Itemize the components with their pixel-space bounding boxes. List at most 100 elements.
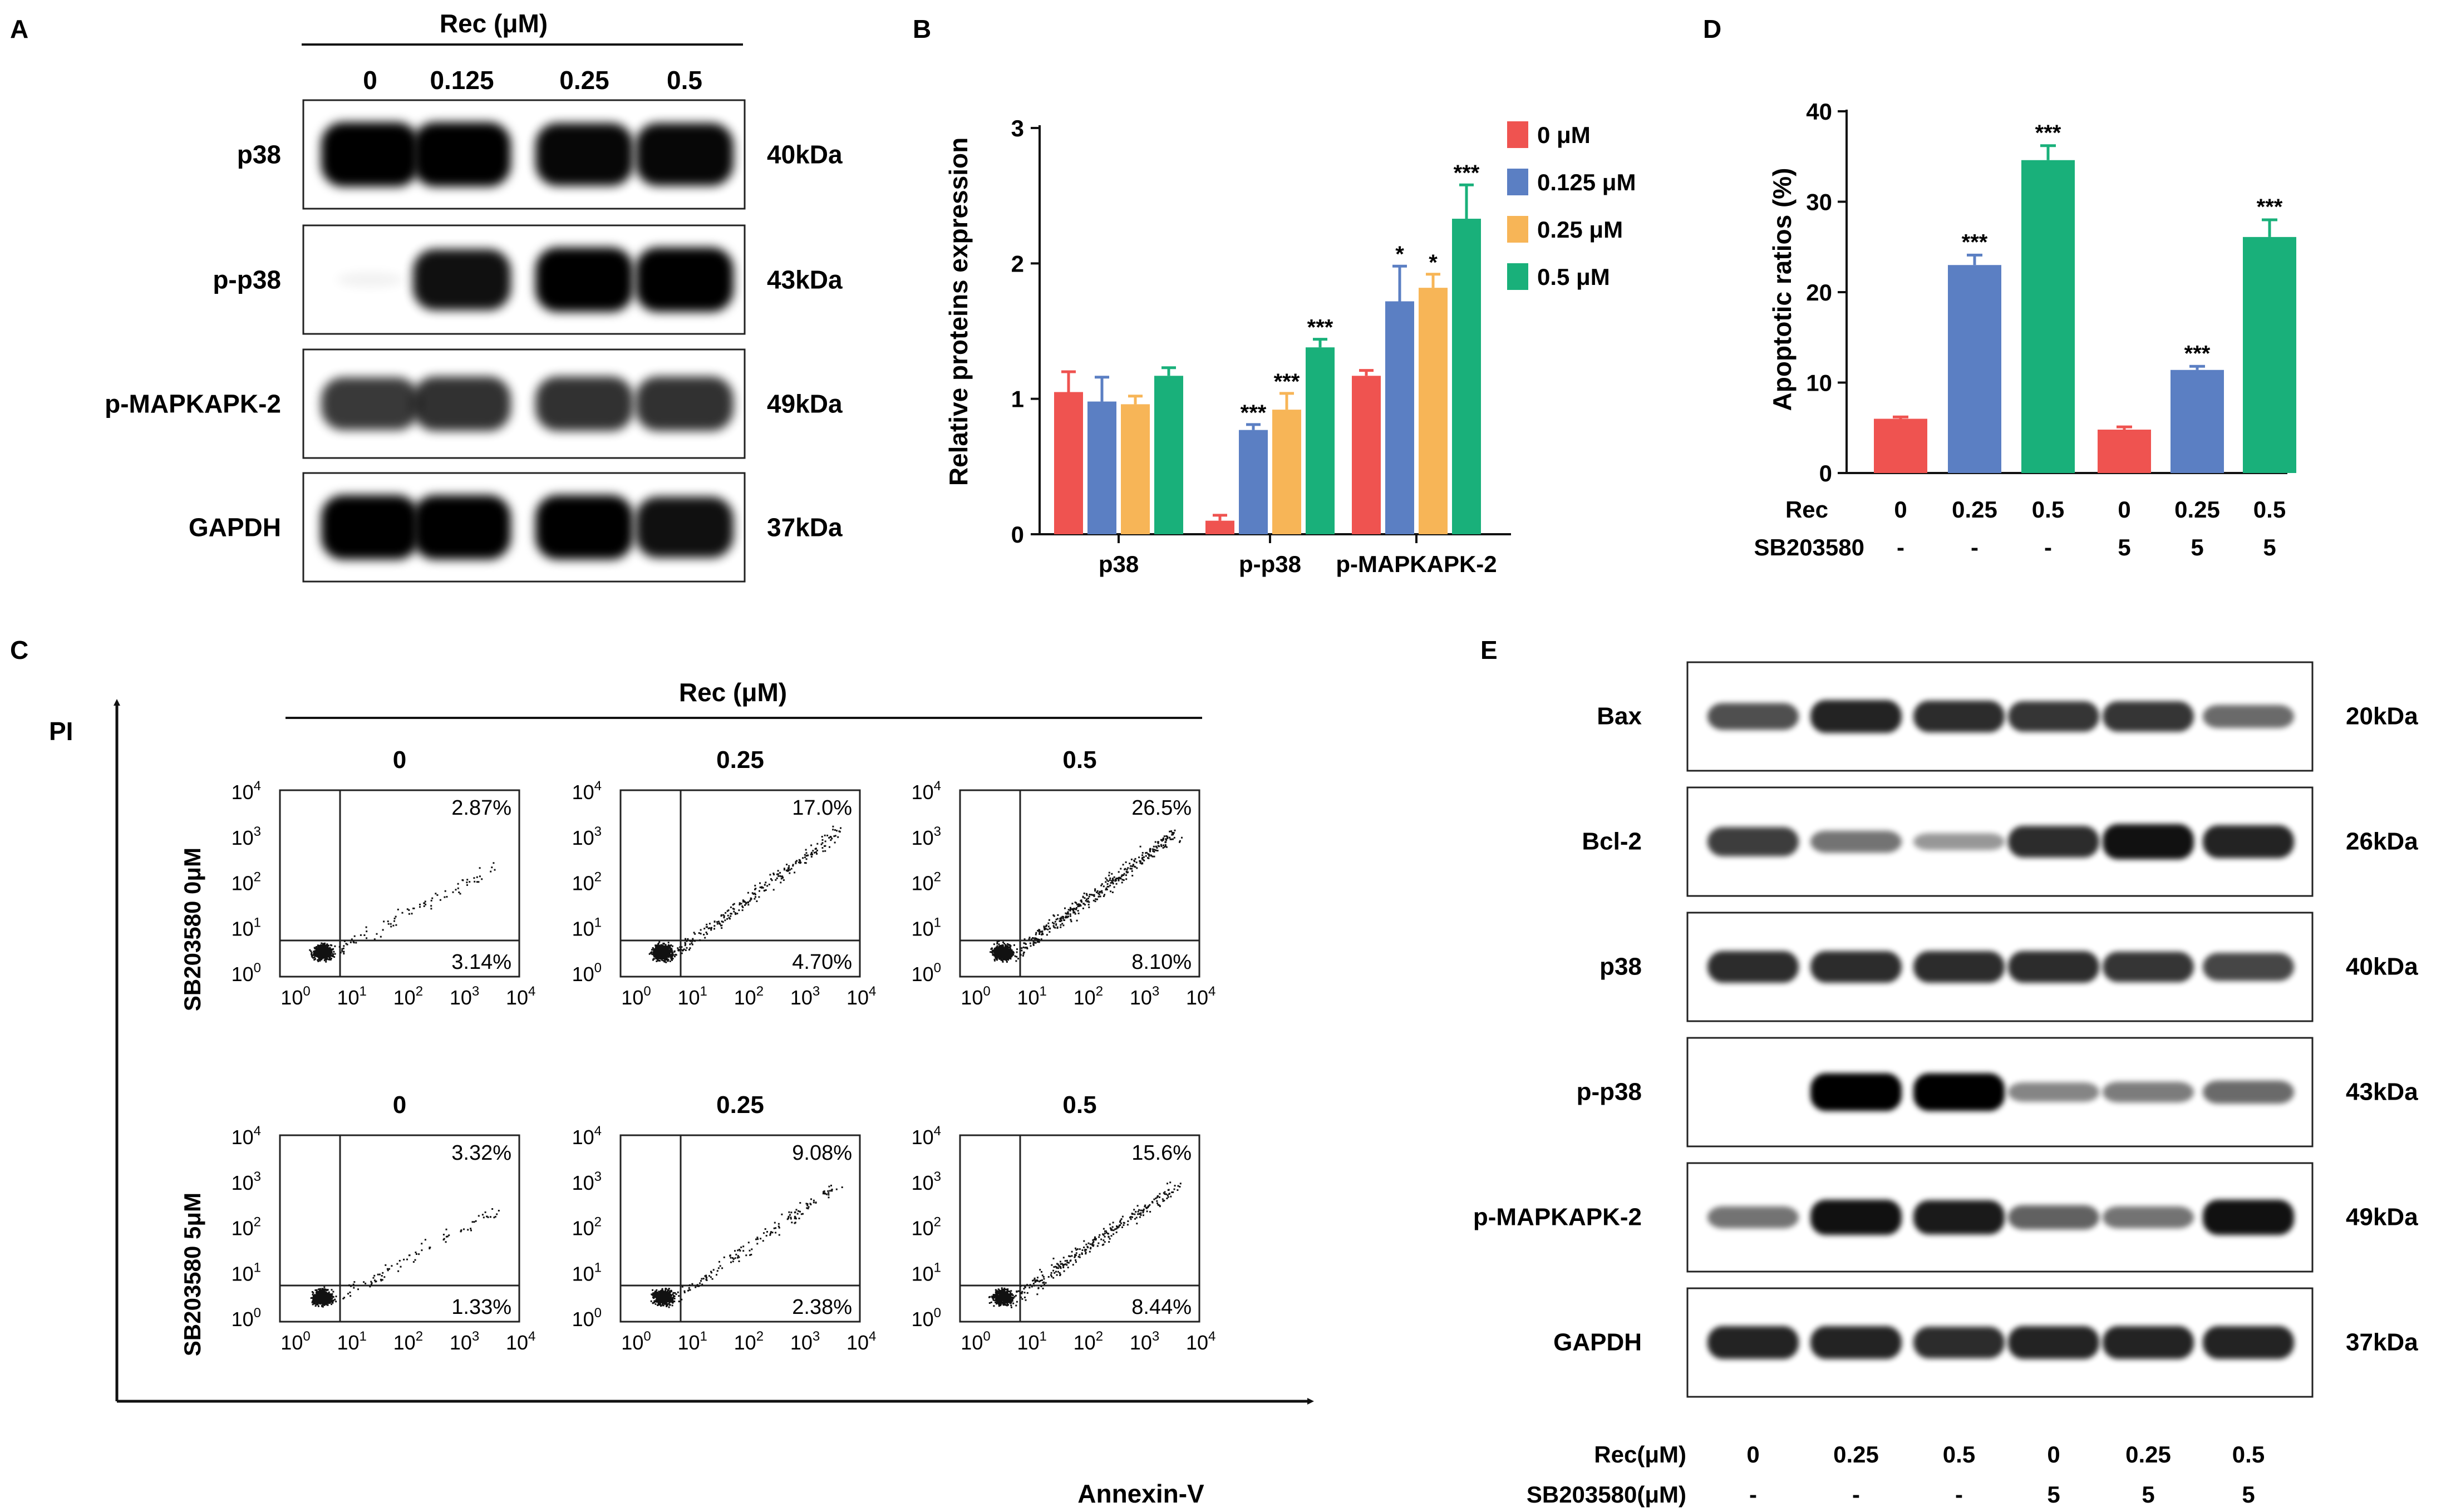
panel-e-row-0: Bax 20kDa (1597, 661, 2418, 772)
panel-d-rec-2: 0.5 (2032, 496, 2064, 523)
flow-plot-xtick-4-2: 102 (734, 1329, 764, 1354)
flow-plot-ytick-0-1: 101 (232, 915, 261, 940)
flow-plot-events-3 (310, 1208, 500, 1308)
band (1707, 703, 1799, 730)
flow-plot-xtick-1-1: 101 (677, 984, 707, 1009)
panel-b-sig-1-1: *** (1241, 401, 1267, 425)
flow-plot-col-label-1: 0.25 (716, 746, 764, 774)
flow-plot-lr-2: 8.10% (1131, 950, 1192, 974)
flow-plot-xtick-5-0: 100 (961, 1329, 990, 1354)
flow-plot-events-4 (650, 1184, 843, 1308)
flow-plot-ytick-0-4: 104 (232, 779, 261, 804)
flow-plot-ytick-3-1: 101 (232, 1260, 261, 1285)
flow-plot-ytick-5-3: 103 (912, 1169, 941, 1194)
flow-plot-ytick-4-3: 103 (572, 1169, 602, 1194)
panel-b-category-1: p-p38 (1239, 551, 1301, 577)
band (1810, 951, 1902, 983)
panel-e-rec-5: 0.5 (2232, 1441, 2265, 1467)
panel-b-bar-2-3 (1452, 219, 1481, 534)
band (2008, 951, 2099, 983)
flow-plot-ytick-5-2: 102 (912, 1215, 941, 1240)
panel-e-label-4: p-MAPKAPK-2 (1473, 1204, 1642, 1231)
flow-plot-ur-2: 26.5% (1131, 796, 1192, 820)
flow-plot-xtick-2-3: 103 (1130, 984, 1159, 1009)
panel-d-sb-0: - (1897, 534, 1904, 560)
band (636, 376, 734, 431)
panel-b-bar-0-1 (1087, 401, 1116, 534)
flow-plot-xtick-3-0: 100 (280, 1329, 310, 1354)
flow-plot-xtick-3-1: 101 (337, 1329, 366, 1354)
flow-plot-xtick-4-0: 100 (621, 1329, 651, 1354)
panel-e-rec-3: 0 (2047, 1441, 2060, 1467)
flow-plot-ytick-4-0: 100 (572, 1306, 602, 1331)
band (1707, 1326, 1799, 1360)
panel-d-ylabel: Apoptotic ratios (%) (1768, 168, 1797, 411)
flow-plot-xtick-5-3: 103 (1130, 1329, 1159, 1354)
panel-b-ytick-label-3: 3 (1011, 115, 1024, 141)
panel-d-ytick-label-2: 20 (1806, 279, 1832, 306)
panel-b-sig-2-2: * (1429, 250, 1438, 275)
flow-plot-events-1 (648, 825, 841, 963)
band (321, 495, 419, 560)
band (1810, 700, 1902, 733)
panel-d-sig-1: *** (1962, 230, 1988, 254)
band (1810, 1326, 1902, 1360)
panel-d-sb-1: - (1971, 534, 1978, 560)
panel-e-row-5: GAPDH 37kDa (1553, 1287, 2418, 1398)
panel-b-letter: B (913, 14, 931, 43)
flow-plot-ytick-0-0: 100 (232, 961, 261, 986)
panel-b-chart: B Relative proteins expression 0 1 2 3 p38 p-… (913, 14, 1636, 577)
band (2008, 1205, 2099, 1230)
panel-e-rec-4: 0.25 (2125, 1441, 2171, 1467)
panel-a: A Rec (μM) 0 0.125 0.25 0.5 p38 40kDa p-p38 43… (10, 9, 843, 583)
panel-e-row-1: Bcl-2 26kDa (1582, 786, 2418, 897)
panel-d-rec-3: 0 (2118, 496, 2130, 523)
flow-plot-ytick-1-0: 100 (572, 961, 602, 986)
band (1707, 951, 1799, 983)
panel-b-sig-2-1: * (1395, 242, 1404, 267)
band (2203, 705, 2294, 728)
flow-plot-ytick-2-1: 101 (912, 915, 941, 940)
flow-plot-ytick-0-3: 103 (232, 824, 261, 849)
panel-e-kda-5: 37kDa (2346, 1329, 2418, 1356)
panel-b-sig-1-3: *** (1307, 316, 1333, 340)
flow-plot-frame-0 (279, 789, 520, 978)
panel-d-bar-5 (2243, 237, 2296, 473)
panel-b-legend-swatch-0 (1507, 121, 1528, 148)
flow-plot-ytick-5-0: 100 (912, 1306, 941, 1331)
panel-d-letter: D (1703, 14, 1721, 43)
panel-b-bar-0-3 (1154, 376, 1183, 534)
panel-d-rec-5: 0.5 (2253, 496, 2286, 523)
flow-plot-xtick-5-4: 104 (1186, 1329, 1215, 1354)
flow-plot-xtick-4-1: 101 (677, 1329, 707, 1354)
flow-plot-ytick-2-0: 100 (912, 961, 941, 986)
flow-plot-ytick-4-1: 101 (572, 1260, 602, 1285)
panel-b-bar-1-1 (1239, 430, 1268, 534)
flow-plot-xtick-1-3: 103 (790, 984, 820, 1009)
flow-plot-xtick-0-1: 101 (337, 984, 366, 1009)
band (321, 122, 419, 187)
panel-e-sb-4: 5 (2142, 1481, 2154, 1508)
flow-plot-lr-1: 4.70% (792, 950, 852, 974)
band (2008, 826, 2099, 858)
panel-b-bar-1-3 (1306, 347, 1335, 534)
panel-b-bars: ********** **** (1054, 161, 1481, 534)
panel-b-bar-0-2 (1121, 404, 1150, 534)
band (2203, 1326, 2294, 1360)
flow-plot-4: 0.25 9.08% 2.38% 100 100 101 101 102 102 103 103 10… (572, 1091, 877, 1354)
flow-plot-events-2 (990, 829, 1183, 963)
panel-d-bar-2 (2021, 160, 2075, 473)
panel-d-rec-4: 0.25 (2174, 496, 2220, 523)
panel-a-dose-labels: 0 0.125 0.25 0.5 (363, 66, 702, 95)
band (2203, 825, 2294, 859)
panel-b-ytick-label-2: 2 (1011, 250, 1024, 277)
flow-plot-ytick-3-4: 104 (232, 1124, 261, 1149)
panel-e-row-2: p38 40kDa (1599, 912, 2418, 1022)
flow-plot-xtick-5-2: 102 (1074, 1329, 1103, 1354)
flow-plot-xtick-5-1: 101 (1017, 1329, 1046, 1354)
panel-b-category-2: p-MAPKAPK-2 (1336, 551, 1497, 577)
panel-a-row-2: p-MAPKAPK-2 49kDa (105, 348, 843, 459)
flow-plot-ytick-3-2: 102 (232, 1215, 261, 1240)
panel-b-bar-2-0 (1352, 376, 1381, 534)
panel-b-bar-2-1 (1385, 301, 1414, 534)
